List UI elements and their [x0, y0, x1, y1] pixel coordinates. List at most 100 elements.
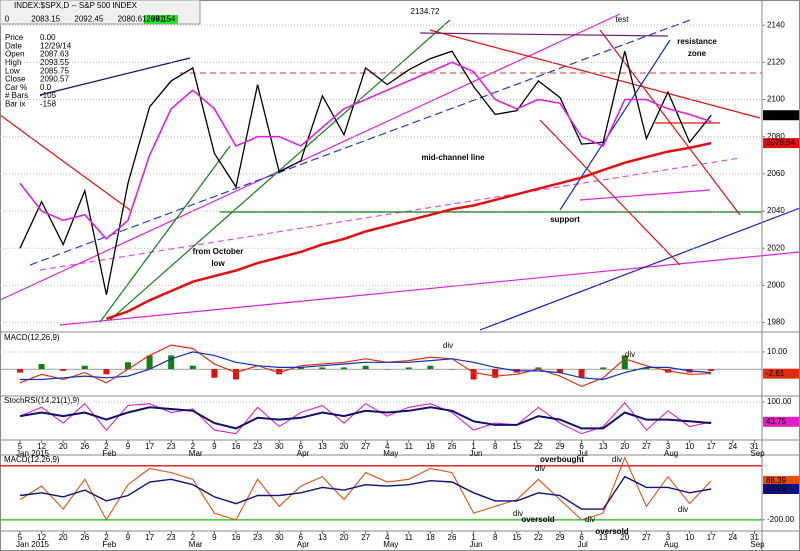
- x-tick-label: 4: [385, 442, 390, 451]
- annotation: from October: [193, 247, 244, 256]
- x-tick-label: 1: [471, 533, 476, 542]
- x-tick-label: 1: [471, 442, 476, 451]
- x-month-label: Sep: [750, 449, 765, 458]
- x-tick-label: 9: [212, 442, 217, 451]
- annotation: overbought: [540, 455, 584, 464]
- x-tick-label: 23: [253, 533, 262, 542]
- annotation: oversold: [521, 515, 554, 524]
- x-tick-label: 6: [299, 442, 304, 451]
- histogram-bar: [81, 365, 88, 370]
- info-key: Price: [5, 33, 24, 42]
- last-value-label: 88.39: [766, 476, 787, 485]
- annotation: 2134.72: [411, 7, 440, 16]
- x-tick-label: 27: [642, 442, 651, 451]
- histogram-bar: [557, 369, 563, 373]
- histogram-bar: [103, 369, 110, 375]
- x-tick-label: 8: [493, 533, 498, 542]
- y-tick-label: -200.00: [767, 515, 795, 524]
- x-month-label: Jun: [470, 540, 483, 549]
- info-value: 2090.57: [40, 75, 69, 84]
- histogram-bar: [38, 364, 45, 370]
- x-tick-label: 2: [104, 533, 109, 542]
- x-tick-label: 9: [212, 533, 217, 542]
- last-value-label: 2076.54: [766, 138, 795, 147]
- histogram-bar: [17, 369, 23, 373]
- x-tick-label: 15: [512, 533, 521, 542]
- histogram-bar: [535, 367, 542, 370]
- x-tick-label: 13: [599, 442, 608, 451]
- x-tick-label: 16: [232, 442, 241, 451]
- x-tick-label: 18: [426, 533, 435, 542]
- quote-value: 2092.45: [74, 15, 103, 24]
- x-tick-label: 27: [642, 533, 651, 542]
- x-tick-label: 13: [318, 533, 327, 542]
- panel-title: MACD(12,26,9): [4, 455, 60, 464]
- annotation: div: [585, 515, 595, 524]
- x-tick-label: 3: [666, 533, 671, 542]
- annotation: div: [443, 341, 453, 350]
- histogram-bar: [578, 369, 585, 378]
- histogram-bar: [621, 355, 628, 370]
- info-value: 2085.75: [40, 66, 69, 75]
- x-tick-label: 9: [126, 533, 131, 542]
- x-tick-label: 17: [707, 533, 716, 542]
- info-value: -158: [40, 100, 57, 109]
- x-tick-label: 26: [448, 442, 457, 451]
- x-tick-label: 13: [318, 442, 327, 451]
- x-tick-label: 24: [728, 533, 737, 542]
- info-key: # Bars: [5, 91, 28, 100]
- x-tick-label: 20: [59, 442, 68, 451]
- change-label: +8.15: [151, 15, 172, 24]
- histogram-bar: [600, 367, 607, 370]
- x-tick-label: 27: [361, 442, 370, 451]
- histogram-bar: [297, 367, 304, 370]
- last-value-box: [763, 416, 799, 427]
- y-tick-label: 2060: [767, 169, 785, 178]
- x-tick-label: 2: [191, 442, 196, 451]
- x-month-label: Jul: [578, 449, 588, 458]
- x-month-label: Mar: [189, 449, 203, 458]
- x-tick-label: 3: [666, 442, 671, 451]
- x-tick-label: 12: [37, 533, 46, 542]
- x-tick-label: 20: [620, 442, 629, 451]
- annotation: oversold: [595, 527, 628, 536]
- histogram-bar: [384, 369, 391, 370]
- info-key: High: [5, 58, 21, 67]
- x-tick-label: 2: [191, 533, 196, 542]
- x-month-label: Aug: [664, 540, 678, 549]
- x-tick-label: 20: [340, 533, 349, 542]
- series-line: [20, 351, 712, 381]
- histogram-bar: [189, 365, 196, 370]
- x-tick-label: 20: [59, 533, 68, 542]
- x-tick-label: 11: [405, 442, 414, 451]
- y-tick-label: 2080: [767, 132, 785, 141]
- x-tick-label: 5: [18, 533, 23, 542]
- series-line: [19, 475, 712, 510]
- info-value: -105: [40, 91, 57, 100]
- x-tick-label: 20: [340, 442, 349, 451]
- x-tick-label: 30: [275, 533, 284, 542]
- x-month-label: Jun: [470, 449, 483, 458]
- y-tick-label: 2020: [767, 243, 785, 252]
- x-tick-label: 29: [556, 442, 565, 451]
- info-key: Car %: [5, 83, 27, 92]
- x-tick-label: 5: [18, 442, 23, 451]
- info-key: Open: [5, 50, 25, 59]
- annotation: div: [678, 505, 688, 514]
- y-tick-label: 2120: [767, 57, 785, 66]
- x-tick-label: 26: [80, 442, 89, 451]
- annotation: mid-channel line: [421, 153, 485, 162]
- x-tick-label: 18: [426, 442, 435, 451]
- x-tick-label: 27: [361, 533, 370, 542]
- x-tick-label: 22: [534, 442, 543, 451]
- y-tick-label: 2100: [767, 95, 785, 104]
- x-tick-label: 10: [685, 442, 694, 451]
- last-value-label: 2091.54: [766, 110, 795, 119]
- x-tick-label: 23: [167, 533, 176, 542]
- y-tick-label: 2140: [767, 20, 785, 29]
- symbol-title: INDEX:$SPX,D -- S&P 500 INDEX: [14, 1, 138, 10]
- x-tick-label: 30: [275, 442, 284, 451]
- annotation: div: [612, 455, 622, 464]
- y-tick-label: 1980: [767, 318, 785, 327]
